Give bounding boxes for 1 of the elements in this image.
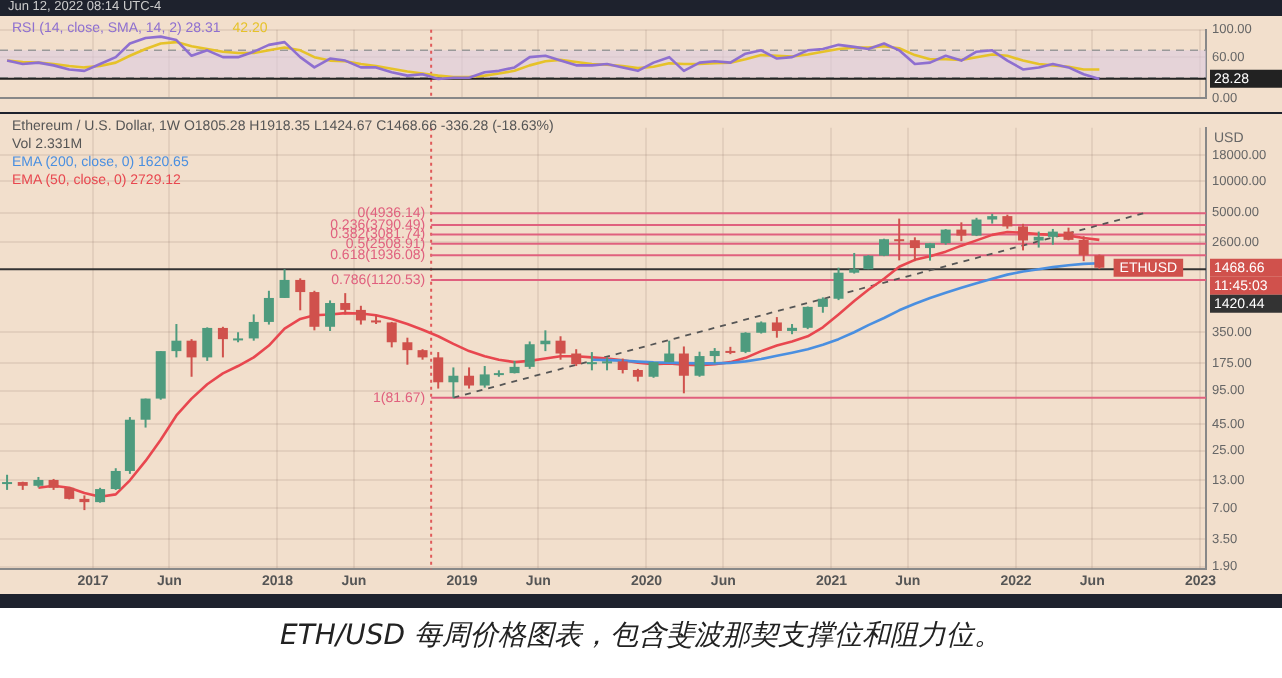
text: ETH/USD 每周价格图表，包含斐波那契支撑位和阻力位。 — [277, 618, 1004, 654]
